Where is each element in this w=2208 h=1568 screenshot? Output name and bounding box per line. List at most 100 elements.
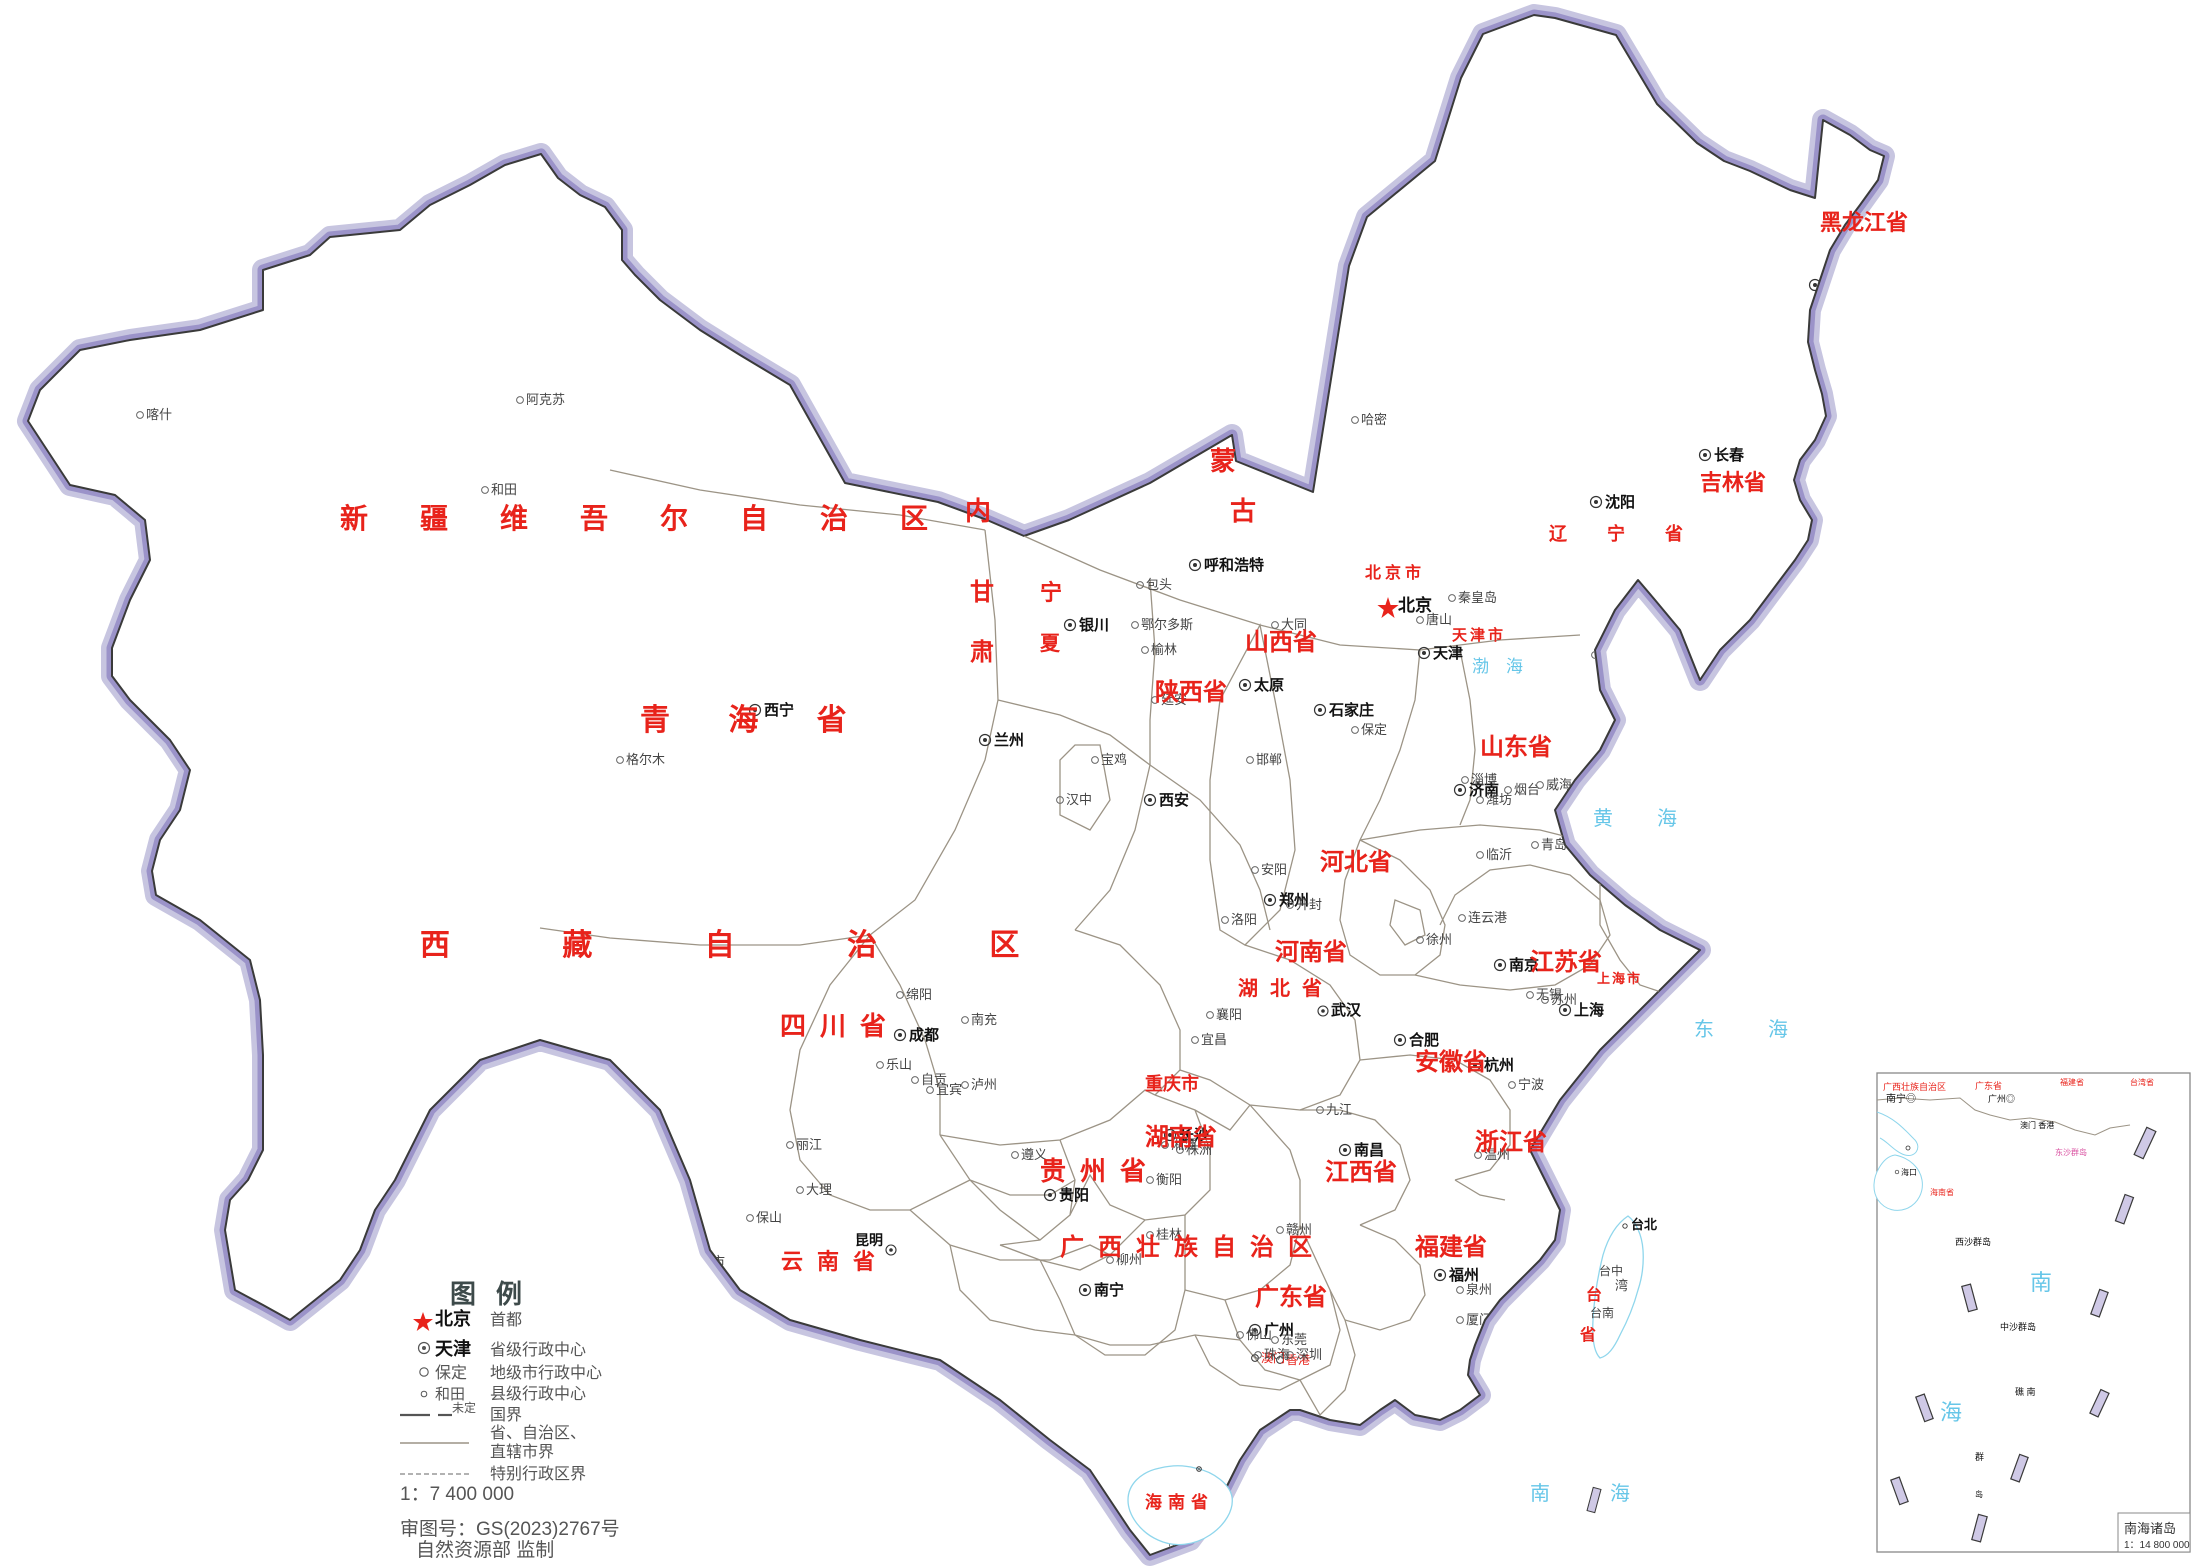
svg-text:东沙群岛: 东沙群岛	[2055, 1147, 2087, 1157]
svg-text:沈阳: 沈阳	[1605, 493, 1635, 511]
svg-text:台中: 台中	[1599, 1263, 1623, 1278]
svg-text:喀什: 喀什	[146, 407, 172, 422]
svg-text:湖北省: 湖北省	[1238, 977, 1334, 1000]
svg-text:贵阳: 贵阳	[1059, 1186, 1089, 1204]
svg-text:浙江省: 浙江省	[1475, 1129, 1547, 1156]
svg-text:陕西省: 陕西省	[1155, 678, 1227, 706]
svg-text:内: 内	[965, 496, 991, 526]
svg-text:礁 南: 礁 南	[2015, 1386, 2036, 1397]
svg-text:南昌: 南昌	[1354, 1141, 1384, 1159]
svg-text:襄阳: 襄阳	[1216, 1007, 1242, 1022]
svg-text:自贡: 自贡	[921, 1072, 947, 1087]
svg-text:甘: 甘	[970, 579, 994, 606]
svg-text:呼和浩特: 呼和浩特	[1204, 556, 1264, 574]
svg-text:泉州: 泉州	[1466, 1282, 1492, 1297]
svg-text:北京: 北京	[435, 1308, 471, 1329]
svg-text:中沙群岛: 中沙群岛	[2000, 1321, 2036, 1332]
svg-text:宁: 宁	[1040, 580, 1062, 605]
svg-text:江苏省: 江苏省	[1530, 949, 1602, 976]
svg-text:自然资源部 监制: 自然资源部 监制	[416, 1539, 554, 1561]
svg-text:图例: 图例	[450, 1279, 542, 1309]
svg-text:长春: 长春	[1714, 446, 1744, 464]
svg-text:广东省: 广东省	[1975, 1080, 2002, 1091]
svg-text:东莞: 东莞	[1281, 1332, 1307, 1347]
svg-text:昆明: 昆明	[855, 1232, 883, 1248]
svg-text:台北: 台北	[1631, 1217, 1657, 1232]
svg-text:首都: 首都	[490, 1311, 522, 1329]
svg-text:鄂尔多斯: 鄂尔多斯	[1141, 617, 1193, 632]
svg-text:岛: 岛	[1975, 1489, 1983, 1499]
svg-text:洛阳: 洛阳	[1231, 912, 1257, 927]
svg-text:和田: 和田	[491, 482, 517, 497]
svg-text:杭州: 杭州	[1484, 1056, 1514, 1074]
svg-text:海: 海	[1610, 1482, 1630, 1505]
svg-text:宜昌: 宜昌	[1201, 1032, 1227, 1047]
svg-text:海南省: 海南省	[1930, 1187, 1954, 1197]
svg-text:海: 海	[1768, 1018, 1788, 1041]
svg-text:哈密: 哈密	[1361, 412, 1387, 427]
svg-text:海: 海	[1940, 1400, 1962, 1425]
svg-text:深圳: 深圳	[1296, 1347, 1322, 1362]
svg-text:保定: 保定	[435, 1364, 467, 1382]
svg-text:天津市: 天津市	[1452, 626, 1506, 644]
svg-text:辽宁省: 辽宁省	[1549, 523, 1723, 544]
svg-text:南: 南	[1530, 1482, 1550, 1505]
svg-text:银川: 银川	[1079, 616, 1109, 634]
svg-text:榆林: 榆林	[1151, 642, 1177, 657]
svg-text:县级行政中心: 县级行政中心	[490, 1385, 586, 1403]
svg-text:南充: 南充	[971, 1012, 997, 1027]
svg-text:绵阳: 绵阳	[906, 987, 932, 1002]
svg-text:黄: 黄	[1593, 807, 1613, 830]
svg-text:特别行政区界: 特别行政区界	[490, 1465, 586, 1483]
svg-text:乐山: 乐山	[886, 1057, 912, 1072]
svg-text:福建省: 福建省	[1414, 1234, 1487, 1261]
svg-text:重庆市: 重庆市	[1145, 1073, 1199, 1094]
svg-text:省、自治区、: 省、自治区、	[490, 1424, 586, 1442]
svg-text:1：14 800 000: 1：14 800 000	[2124, 1540, 2190, 1551]
svg-text:宁波: 宁波	[1518, 1077, 1544, 1092]
svg-text:古: 古	[1230, 496, 1256, 526]
svg-text:青岛: 青岛	[1541, 837, 1567, 852]
svg-text:威海: 威海	[1546, 777, 1572, 792]
svg-text:成都: 成都	[909, 1026, 939, 1044]
svg-text:山东省: 山东省	[1480, 733, 1552, 761]
svg-text:1：7 400 000: 1：7 400 000	[400, 1484, 514, 1505]
svg-text:山西省: 山西省	[1245, 629, 1317, 656]
svg-text:广西壮族自治区: 广西壮族自治区	[1060, 1233, 1326, 1261]
svg-text:秦皇岛: 秦皇岛	[1458, 590, 1497, 605]
svg-text:九江: 九江	[1326, 1102, 1352, 1117]
svg-text:徐州: 徐州	[1426, 932, 1452, 947]
svg-text:汉中: 汉中	[1066, 792, 1092, 807]
svg-text:贵州省: 贵州省	[1040, 1156, 1160, 1186]
svg-text:广西壮族自治区: 广西壮族自治区	[1883, 1081, 1946, 1092]
svg-text:上海市: 上海市	[1597, 971, 1642, 986]
svg-text:群: 群	[1975, 1451, 1984, 1462]
svg-text:唐山: 唐山	[1426, 612, 1452, 627]
svg-text:天津: 天津	[435, 1338, 471, 1359]
svg-text:广东省: 广东省	[1255, 1283, 1327, 1311]
svg-text:淄博: 淄博	[1471, 772, 1497, 787]
svg-text:宝鸡: 宝鸡	[1101, 752, 1127, 767]
svg-text:烟台: 烟台	[1514, 782, 1540, 797]
svg-text:大理: 大理	[806, 1182, 832, 1197]
svg-text:四川省: 四川省	[780, 1011, 900, 1041]
svg-text:夏: 夏	[1040, 632, 1061, 655]
svg-text:湖南省: 湖南省	[1145, 1124, 1217, 1151]
svg-text:直辖市界: 直辖市界	[490, 1443, 554, 1461]
svg-text:海南省: 海南省	[1145, 1492, 1214, 1512]
svg-text:北京市: 北京市	[1365, 563, 1425, 582]
svg-text:海: 海	[1506, 657, 1523, 676]
svg-text:泸州: 泸州	[971, 1077, 997, 1092]
svg-text:地级市行政中心: 地级市行政中心	[490, 1364, 602, 1382]
svg-text:保山: 保山	[756, 1210, 782, 1225]
svg-text:台: 台	[1586, 1285, 1602, 1304]
svg-text:南宁◎: 南宁◎	[1886, 1092, 1916, 1105]
svg-text:安徽省: 安徽省	[1415, 1048, 1487, 1076]
svg-text:海口: 海口	[1901, 1167, 1917, 1177]
svg-text:海: 海	[1657, 807, 1677, 830]
svg-text:南海诸岛: 南海诸岛	[2124, 1521, 2176, 1536]
svg-text:格尔木: 格尔木	[626, 752, 665, 767]
svg-text:佛山: 佛山	[1246, 1327, 1272, 1342]
svg-text:南宁: 南宁	[1094, 1281, 1124, 1299]
svg-text:临沂: 临沂	[1486, 847, 1512, 862]
